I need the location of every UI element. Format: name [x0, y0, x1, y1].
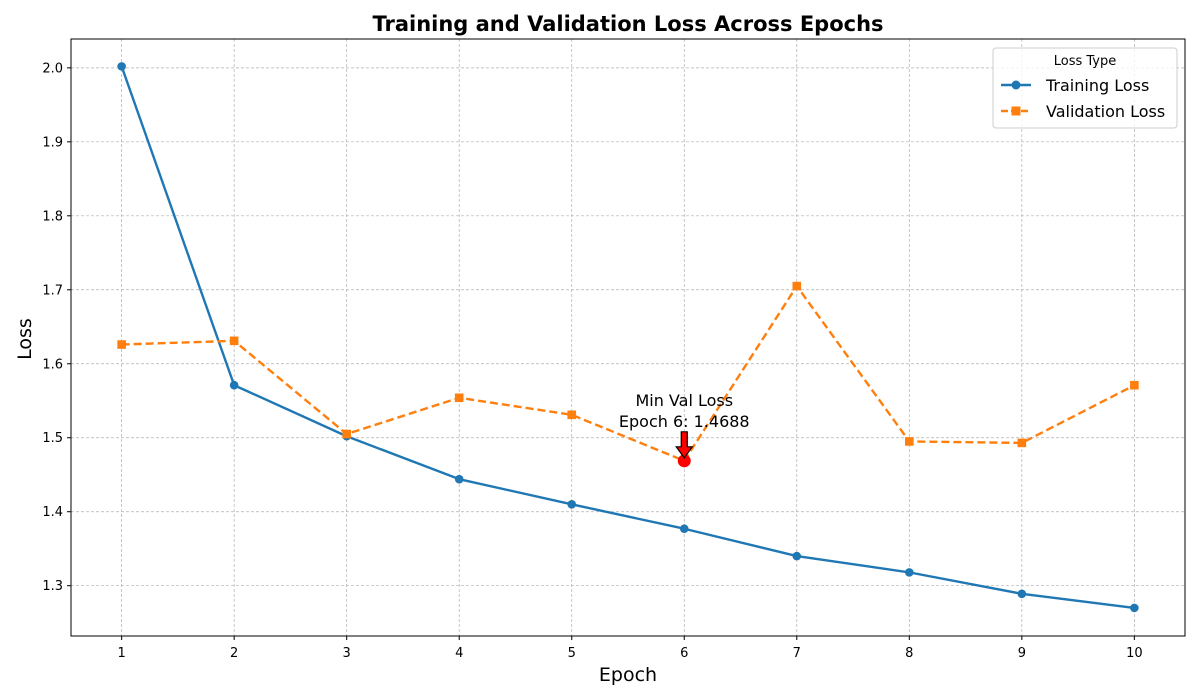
- y-axis-label: Loss: [14, 318, 36, 360]
- validation-loss-point: [454, 393, 464, 403]
- x-tick-label: 4: [455, 646, 463, 661]
- validation-loss-point: [1017, 438, 1027, 448]
- legend-title: Loss Type: [1054, 54, 1117, 69]
- y-tick-label: 1.6: [42, 357, 63, 372]
- validation-loss-point: [905, 437, 914, 446]
- legend-validation-label: Validation Loss: [1046, 102, 1165, 121]
- annotation-arrow: [675, 431, 694, 459]
- x-axis-label: Epoch: [599, 664, 657, 686]
- y-tick-label: 1.8: [42, 209, 63, 224]
- y-tick-label: 1.5: [42, 431, 63, 446]
- chart-title: Training and Validation Loss Across Epoc…: [372, 12, 883, 36]
- validation-loss-point: [792, 281, 802, 291]
- annotation-text-line1: Min Val Loss: [635, 391, 733, 410]
- plot-frame: [70, 38, 1186, 637]
- x-tick-label: 3: [343, 646, 351, 661]
- x-tick-label: 10: [1126, 646, 1143, 661]
- validation-loss-point: [1130, 380, 1139, 390]
- series-layer: [117, 62, 1139, 613]
- legend-training-marker: [1011, 80, 1021, 90]
- x-tick-label: 6: [680, 646, 688, 661]
- annotation-layer: Min Val Loss Epoch 6: 1.4688: [619, 391, 750, 468]
- training-loss-point: [229, 380, 239, 390]
- validation-loss-point: [117, 340, 126, 349]
- grid-layer: [71, 39, 1185, 636]
- x-tick-label: 9: [1018, 646, 1026, 661]
- legend-validation-marker: [1011, 106, 1021, 116]
- x-tick-label: 1: [117, 646, 125, 661]
- x-tick-label: 8: [905, 646, 913, 661]
- legend: Loss Type Training Loss Validation Loss: [992, 47, 1178, 129]
- x-tick-label: 7: [793, 646, 801, 661]
- tick-layer: 1 2 3 4 5 6 7 8 9 10 1.3 1.4 1.5 1.6 1.7 1.8 1.9 2.0: [42, 61, 1142, 661]
- training-loss-point: [1130, 603, 1139, 613]
- training-loss-point: [117, 62, 126, 71]
- legend-box: [992, 47, 1178, 129]
- y-tick-label: 1.9: [42, 135, 63, 150]
- validation-loss-point: [342, 429, 351, 439]
- training-loss-point: [567, 500, 577, 509]
- min-val-loss-marker: [677, 454, 691, 468]
- validation-loss-point: [229, 336, 239, 346]
- training-loss-point: [454, 474, 464, 484]
- legend-training-label: Training Loss: [1045, 76, 1149, 95]
- y-tick-label: 2.0: [42, 61, 63, 76]
- series-line-validation: [121, 284, 1135, 463]
- x-tick-label: 2: [230, 646, 238, 661]
- training-loss-point: [679, 524, 689, 534]
- training-loss-point: [1017, 589, 1027, 599]
- y-tick-label: 1.7: [42, 283, 63, 298]
- validation-loss-point: [567, 410, 577, 420]
- training-loss-point: [792, 551, 802, 561]
- y-tick-label: 1.3: [42, 579, 63, 594]
- training-loss-point: [905, 568, 914, 577]
- annotation-text-line2: Epoch 6: 1.4688: [619, 412, 750, 431]
- series-line-training: [120, 65, 1135, 610]
- x-tick-label: 5: [568, 646, 576, 661]
- y-tick-label: 1.4: [42, 505, 63, 520]
